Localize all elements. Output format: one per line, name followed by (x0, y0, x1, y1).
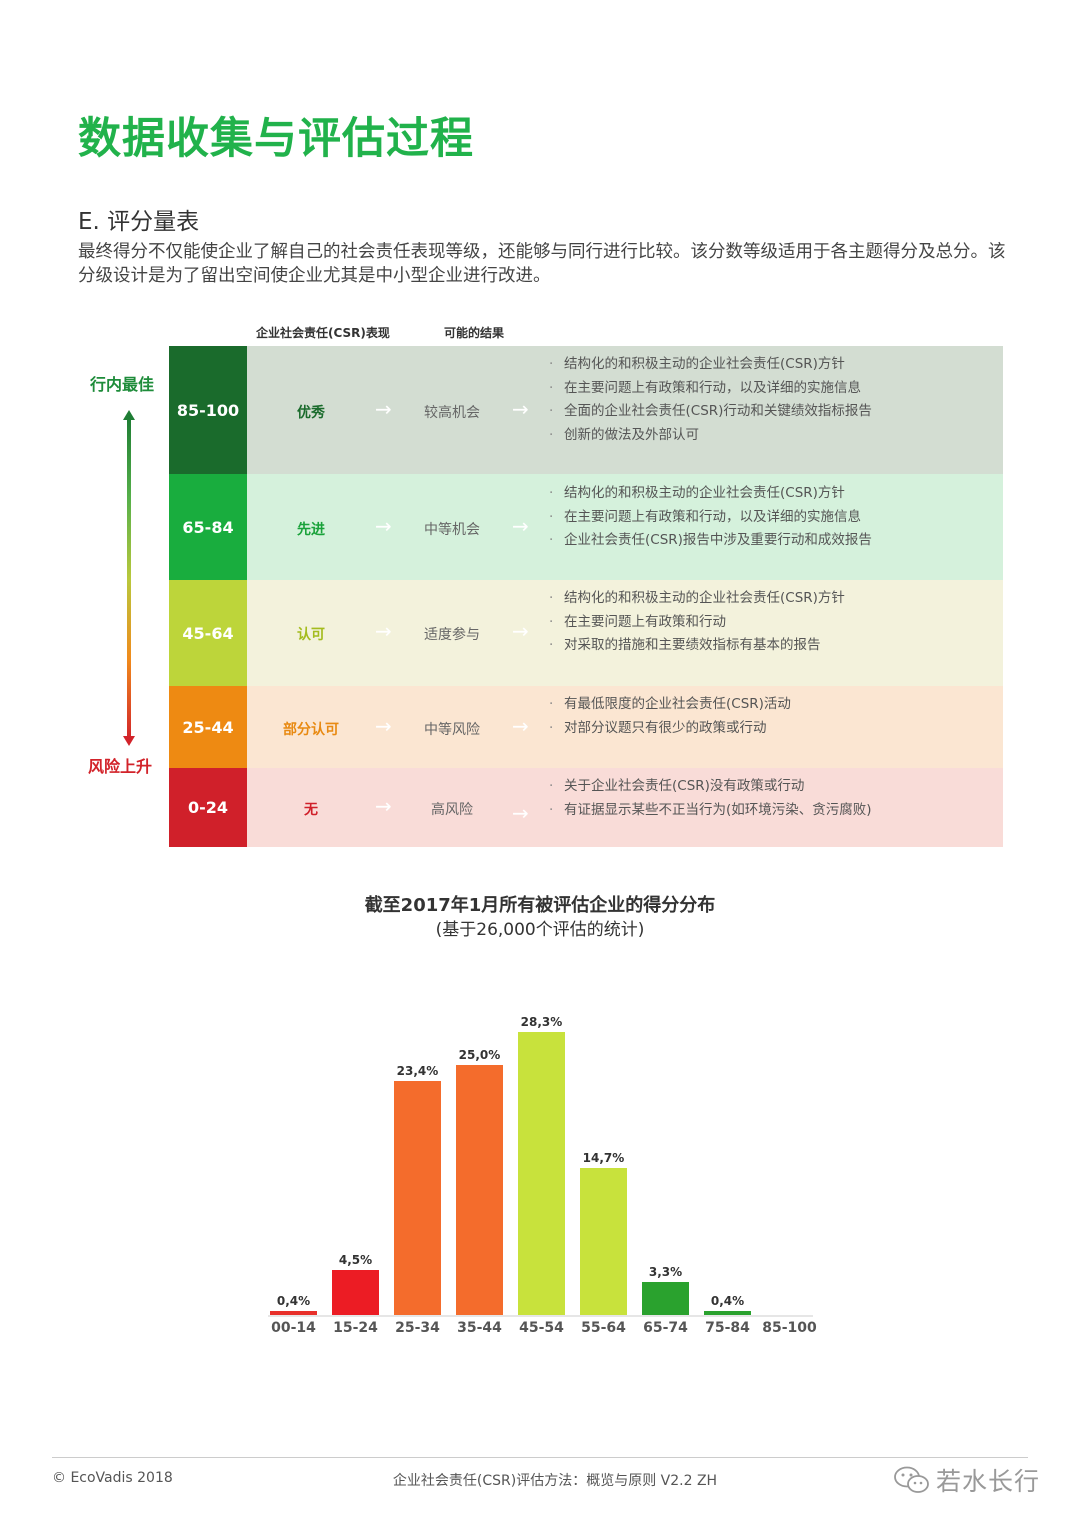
score-range: 65-84 (169, 474, 247, 580)
watermark: 若水长行 (892, 1462, 1040, 1498)
criteria-item: 结构化的和积极主动的企业社会责任(CSR)方针 (549, 353, 872, 377)
footer-copyright: © EcoVadis 2018 (52, 1470, 173, 1486)
score-range: 45-64 (169, 580, 247, 686)
chart-bar (580, 1168, 627, 1315)
chart-data-label: 25,0% (459, 1048, 501, 1062)
performance-label: 先进 (297, 522, 325, 538)
scale-row-body: 优秀 → 较高机会 → 结构化的和积极主动的企业社会责任(CSR)方针 在主要问… (247, 346, 1003, 474)
chart-category-label: 25-34 (395, 1320, 440, 1336)
outcome-label: 中等机会 (424, 522, 480, 538)
criteria-item: 企业社会责任(CSR)报告中涉及重要行动和成效报告 (549, 529, 872, 553)
scale-row-85-100: 85-100 优秀 → 较高机会 → 结构化的和积极主动的企业社会责任(CSR)… (169, 346, 1003, 474)
criteria-item: 对采取的措施和主要绩效指标有基本的报告 (549, 634, 845, 658)
performance-label: 优秀 (297, 405, 325, 421)
chart-data-label: 14,7% (583, 1151, 625, 1165)
chart-bar (642, 1282, 689, 1315)
scale-row-body: 无 → 高风险 → 关于企业社会责任(CSR)没有政策或行动 有证据显示某些不正… (247, 768, 1003, 847)
performance-label: 部分认可 (283, 722, 339, 738)
column-header-outcome: 可能的结果 (444, 326, 505, 340)
criteria-list: 有最低限度的企业社会责任(CSR)活动 对部分议题只有很少的政策或行动 (549, 693, 791, 740)
score-range: 85-100 (169, 346, 247, 474)
chart-data-label: 0,4% (711, 1294, 744, 1308)
scale-row-body: 认可 → 适度参与 → 结构化的和积极主动的企业社会责任(CSR)方针 在主要问… (247, 580, 1003, 686)
criteria-item: 对部分议题只有很少的政策或行动 (549, 717, 791, 741)
criteria-item: 在主要问题上有政策和行动，以及详细的实施信息 (549, 506, 872, 530)
arrow-right-icon: → (512, 619, 529, 643)
chart-data-label: 23,4% (397, 1064, 439, 1078)
chart-category-label: 85-100 (762, 1320, 817, 1336)
footer-divider (52, 1457, 1028, 1458)
scale-row-body: 部分认可 → 中等风险 → 有最低限度的企业社会责任(CSR)活动 对部分议题只… (247, 686, 1003, 768)
chart-bar (456, 1065, 503, 1315)
chart-bar (704, 1311, 751, 1315)
criteria-item: 在主要问题上有政策和行动，以及详细的实施信息 (549, 377, 872, 401)
watermark-text: 若水长行 (936, 1467, 1041, 1496)
chart-category-label: 15-24 (333, 1320, 378, 1336)
criteria-item: 关于企业社会责任(CSR)没有政策或行动 (549, 775, 872, 799)
arrow-right-icon: → (512, 714, 529, 738)
outcome-label: 适度参与 (424, 627, 480, 643)
axis-label-best: 行内最佳 (90, 375, 155, 394)
chart-category-label: 65-74 (643, 1320, 688, 1336)
scale-row-45-64: 45-64 认可 → 适度参与 → 结构化的和积极主动的企业社会责任(CSR)方… (169, 580, 1003, 686)
intro-paragraph: 最终得分不仅能使企业了解自己的社会责任表现等级，还能够与同行进行比较。该分数等级… (78, 242, 1006, 286)
scale-row-body: 先进 → 中等机会 → 结构化的和积极主动的企业社会责任(CSR)方针 在主要问… (247, 474, 1003, 580)
chart-bar (270, 1311, 317, 1315)
chart-category-label: 45-54 (519, 1320, 564, 1336)
score-range: 0-24 (169, 768, 247, 847)
criteria-item: 有证据显示某些不正当行为(如环境污染、贪污腐败) (549, 799, 872, 823)
criteria-list: 结构化的和积极主动的企业社会责任(CSR)方针 在主要问题上有政策和行动 对采取… (549, 587, 845, 658)
scale-row-25-44: 25-44 部分认可 → 中等风险 → 有最低限度的企业社会责任(CSR)活动 … (169, 686, 1003, 768)
axis-gradient-line (127, 418, 131, 740)
column-header-performance: 企业社会责任(CSR)表现 (256, 326, 390, 340)
criteria-item: 在主要问题上有政策和行动 (549, 611, 845, 635)
chart-category-label: 75-84 (705, 1320, 750, 1336)
chart-data-label: 3,3% (649, 1265, 682, 1279)
chart-category-label: 35-44 (457, 1320, 502, 1336)
chart-title: 截至2017年1月所有被评估企业的得分分布 (364, 895, 716, 916)
wechat-icon (894, 1466, 929, 1493)
section-title: E. 评分量表 (78, 209, 200, 235)
score-range: 25-44 (169, 686, 247, 768)
criteria-item: 结构化的和积极主动的企业社会责任(CSR)方针 (549, 482, 872, 506)
footer-document-title: 企业社会责任(CSR)评估方法：概览与原则 V2.2 ZH (392, 1473, 718, 1489)
chart-data-label: 28,3% (521, 1015, 563, 1029)
page-title: 数据收集与评估过程 (78, 114, 474, 164)
criteria-list: 关于企业社会责任(CSR)没有政策或行动 有证据显示某些不正当行为(如环境污染、… (549, 775, 872, 822)
criteria-item: 创新的做法及外部认可 (549, 424, 872, 448)
outcome-label: 中等风险 (424, 722, 480, 738)
criteria-item: 全面的企业社会责任(CSR)行动和关键绩效指标报告 (549, 400, 872, 424)
criteria-item: 有最低限度的企业社会责任(CSR)活动 (549, 693, 791, 717)
arrow-right-icon: → (512, 514, 529, 538)
axis-label-risk: 风险上升 (88, 757, 153, 776)
criteria-list: 结构化的和积极主动的企业社会责任(CSR)方针 在主要问题上有政策和行动，以及详… (549, 482, 872, 553)
arrow-right-icon: → (512, 397, 529, 421)
outcome-label: 高风险 (431, 802, 473, 818)
chart-category-label: 00-14 (271, 1320, 316, 1336)
arrow-right-icon: → (375, 619, 392, 643)
arrow-right-icon: → (375, 397, 392, 421)
arrow-right-icon: → (512, 801, 529, 825)
arrow-right-icon: → (375, 794, 392, 818)
criteria-list: 结构化的和积极主动的企业社会责任(CSR)方针 在主要问题上有政策和行动，以及详… (549, 353, 872, 447)
scale-row-65-84: 65-84 先进 → 中等机会 → 结构化的和积极主动的企业社会责任(CSR)方… (169, 474, 1003, 580)
chart-bar (518, 1032, 565, 1315)
performance-label: 无 (304, 802, 318, 818)
arrow-right-icon: → (375, 514, 392, 538)
chart-bar (394, 1081, 441, 1315)
axis-arrow-up-icon (123, 410, 135, 420)
chart-category-label: 55-64 (581, 1320, 626, 1336)
scale-row-0-24: 0-24 无 → 高风险 → 关于企业社会责任(CSR)没有政策或行动 有证据显… (169, 768, 1003, 847)
scoring-scale-table: 85-100 优秀 → 较高机会 → 结构化的和积极主动的企业社会责任(CSR)… (169, 346, 1003, 847)
outcome-label: 较高机会 (424, 405, 480, 421)
criteria-item: 结构化的和积极主动的企业社会责任(CSR)方针 (549, 587, 845, 611)
chart-data-label: 4,5% (339, 1253, 372, 1267)
chart-subtitle: (基于26,000个评估的统计) (435, 920, 645, 940)
axis-arrow-down-icon (123, 736, 135, 746)
chart-bar (332, 1270, 379, 1315)
performance-label: 认可 (297, 627, 325, 643)
chart-data-label: 0,4% (277, 1294, 310, 1308)
arrow-right-icon: → (375, 714, 392, 738)
